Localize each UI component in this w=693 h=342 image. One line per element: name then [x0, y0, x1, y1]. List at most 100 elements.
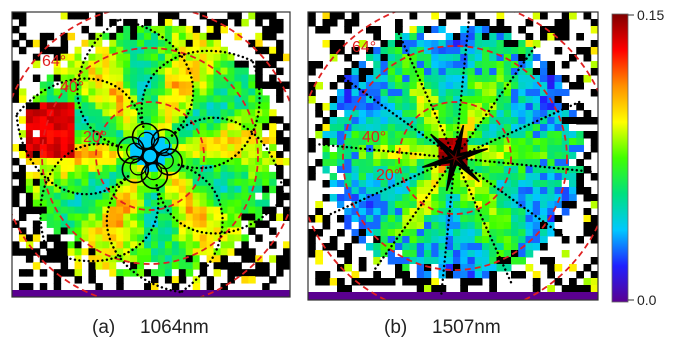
heatmap-cell	[116, 241, 124, 249]
heatmap-cell	[157, 171, 166, 180]
heatmap-cell	[88, 220, 96, 228]
heatmap-cell	[322, 278, 331, 286]
heatmap-cell	[269, 18, 277, 27]
heatmap-cell	[255, 144, 263, 152]
heatmap-cell	[453, 250, 461, 258]
heatmap-cell	[540, 12, 548, 20]
heatmap-cell	[234, 53, 242, 62]
heatmap-cell	[32, 234, 41, 242]
heatmap-cell	[227, 206, 235, 215]
heatmap-cell	[241, 74, 249, 82]
heatmap-cell	[178, 192, 187, 201]
heatmap-cell	[199, 53, 208, 62]
heatmap-cell	[25, 283, 34, 291]
heatmap-cell	[402, 138, 410, 146]
heatmap-cell	[234, 102, 242, 110]
heatmap-cell	[213, 60, 221, 69]
heatmap-cell	[395, 187, 403, 195]
heatmap-cell	[474, 138, 483, 146]
heatmap-cell	[206, 283, 215, 291]
heatmap-cell	[402, 33, 410, 41]
heatmap-cell	[276, 95, 284, 103]
heatmap-cell	[554, 201, 563, 209]
heatmap-cell	[53, 151, 62, 159]
heatmap-cell	[395, 138, 403, 146]
heatmap-cell	[151, 102, 159, 110]
heatmap-cell	[387, 103, 396, 111]
heatmap-cell	[109, 171, 117, 180]
heatmap-cell	[366, 68, 374, 76]
heatmap-cell	[185, 67, 194, 76]
heatmap-cell	[185, 39, 194, 48]
heatmap-cell	[496, 152, 505, 160]
heatmap-cell	[308, 250, 316, 258]
heatmap-cell	[358, 124, 367, 132]
heatmap-cell	[518, 75, 526, 83]
heatmap-cell	[116, 185, 124, 194]
heatmap-cell	[387, 89, 396, 97]
heatmap-cell	[276, 67, 284, 76]
heatmap-cell	[248, 137, 256, 145]
panel-b-bottom-strip	[308, 292, 598, 300]
heatmap-cell	[171, 206, 180, 215]
heatmap-cell	[503, 26, 512, 34]
heatmap-cell	[590, 194, 598, 202]
heatmap-cell	[151, 151, 159, 159]
heatmap-cell	[144, 88, 152, 96]
star-outline	[437, 140, 473, 176]
heatmap-cell	[255, 137, 263, 145]
heatmap-cell	[220, 248, 228, 256]
heatmap-cell	[178, 213, 187, 221]
heatmap-cell	[561, 152, 570, 160]
heatmap-cell	[88, 157, 96, 166]
heatmap-cell	[39, 213, 48, 221]
heatmap-cell	[489, 173, 497, 181]
heatmap-cell	[32, 227, 41, 235]
heatmap-cell	[496, 68, 505, 76]
heatmap-cell	[460, 222, 468, 230]
heatmap-cell	[431, 187, 439, 195]
heatmap-cell	[416, 180, 425, 188]
heatmap-cell	[337, 194, 345, 202]
heatmap-cell	[53, 234, 62, 242]
heatmap-cell	[109, 227, 117, 235]
heatmap-cell	[308, 12, 316, 20]
heatmap-cell	[171, 255, 180, 263]
heatmap-cell	[576, 33, 584, 41]
heatmap-cell	[583, 264, 592, 272]
heatmap-cell	[269, 32, 277, 41]
heatmap-cell	[416, 250, 425, 258]
heatmap-cell	[171, 276, 180, 284]
heatmap-cell	[322, 180, 331, 188]
heatmap-cell	[137, 25, 145, 34]
heatmap-cell	[206, 192, 215, 201]
heatmap-cell	[46, 137, 55, 145]
heatmap-cell	[409, 194, 418, 202]
heatmap-cell	[137, 32, 145, 41]
heatmap-cell	[171, 185, 180, 194]
heatmap-cell	[344, 264, 352, 272]
heatmap-cell	[178, 32, 187, 41]
heatmap-cell	[178, 74, 187, 82]
heatmap-cell	[431, 236, 439, 244]
heatmap-cell	[220, 60, 228, 69]
heatmap-cell	[185, 269, 194, 277]
heatmap-cell	[402, 103, 410, 111]
heatmap-cell	[255, 60, 263, 69]
heatmap-cell	[358, 159, 367, 167]
dotted-spoke-b	[464, 99, 584, 155]
heatmap-cell	[540, 194, 548, 202]
heatmap-cell	[416, 117, 425, 125]
heatmap-cell	[213, 248, 221, 256]
heatmap-cell	[511, 194, 519, 202]
heatmap-cell	[540, 215, 548, 223]
heatmap-cell	[46, 95, 55, 103]
angle-label-a-40: 40°	[60, 79, 84, 96]
heatmap-cell	[248, 206, 256, 215]
heatmap-cell	[547, 68, 555, 76]
heatmap-cell	[308, 173, 316, 181]
heatmap-cell	[109, 185, 117, 194]
heatmap-cell	[234, 95, 242, 103]
heatmap-cell	[576, 285, 584, 293]
heatmap-cell	[227, 171, 235, 180]
